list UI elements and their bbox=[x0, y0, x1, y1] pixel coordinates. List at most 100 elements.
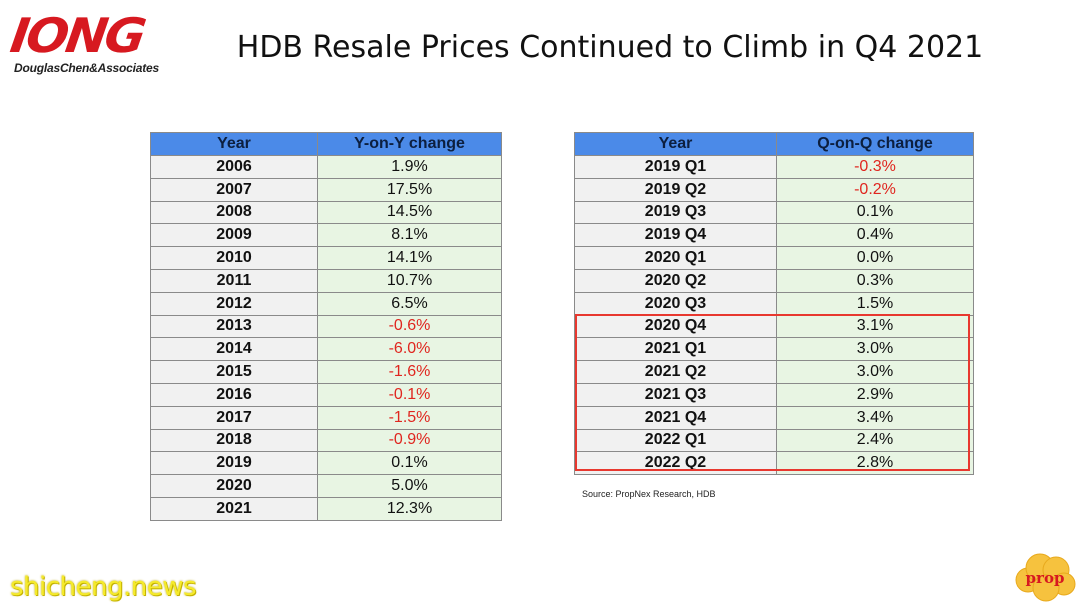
qoq-table-row: 2021 Q2 3.0% bbox=[574, 360, 974, 384]
yoy-table-row: 2007 17.5% bbox=[150, 177, 502, 202]
source-note: Source: PropNex Research, HDB bbox=[582, 489, 716, 499]
yoy-table-row: 2021 12.3% bbox=[150, 496, 502, 521]
qoq-table-row: 2019 Q2 -0.2% bbox=[574, 177, 974, 202]
change-cell: -0.2% bbox=[776, 177, 974, 202]
period-cell: 2021 Q2 bbox=[574, 360, 777, 384]
qoq-table-row: 2021 Q3 2.9% bbox=[574, 382, 974, 407]
period-cell: 2021 Q3 bbox=[574, 382, 777, 407]
period-cell: 2020 Q1 bbox=[574, 246, 777, 270]
qoq-table-row: 2022 Q2 2.8% bbox=[574, 451, 974, 476]
change-cell: 17.5% bbox=[317, 177, 502, 202]
qoq-table-row: 2021 Q1 3.0% bbox=[574, 337, 974, 362]
period-cell: 2012 bbox=[150, 291, 318, 316]
period-cell: 2016 bbox=[150, 382, 318, 407]
period-cell: 2013 bbox=[150, 314, 318, 339]
period-cell: 2021 Q4 bbox=[574, 405, 777, 430]
qoq-table-row: 2019 Q3 0.1% bbox=[574, 200, 974, 225]
yoy-table-row: 2014 -6.0% bbox=[150, 337, 502, 362]
period-cell: 2018 bbox=[150, 428, 318, 453]
period-cell: 2022 Q1 bbox=[574, 428, 777, 453]
yoy-table-row: 2008 14.5% bbox=[150, 200, 502, 225]
yoy-table-row: 2018 -0.9% bbox=[150, 428, 502, 453]
yoy-table-row: 2019 0.1% bbox=[150, 451, 502, 476]
column-header-qoq-change: Q-on-Q change bbox=[776, 132, 974, 156]
yoy-change-table: Year Y-on-Y change 2006 1.9% 2007 17.5% 2008… bbox=[150, 132, 502, 521]
logo-tagline: DouglasChen&Associates bbox=[14, 61, 159, 75]
period-cell: 2020 Q4 bbox=[574, 314, 777, 339]
period-cell: 2019 Q1 bbox=[574, 155, 777, 179]
change-cell: 8.1% bbox=[317, 223, 502, 248]
change-cell: -0.3% bbox=[776, 155, 974, 179]
qoq-table-row: 2019 Q4 0.4% bbox=[574, 223, 974, 248]
change-cell: 2.8% bbox=[776, 451, 974, 476]
period-cell: 2020 Q3 bbox=[574, 291, 777, 316]
change-cell: 0.3% bbox=[776, 268, 974, 293]
period-cell: 2019 Q3 bbox=[574, 200, 777, 225]
period-cell: 2011 bbox=[150, 268, 318, 293]
change-cell: 1.9% bbox=[317, 155, 502, 179]
yoy-table-row: 2011 10.7% bbox=[150, 268, 502, 293]
table-header-row: Year Y-on-Y change bbox=[150, 132, 502, 156]
change-cell: 3.0% bbox=[776, 360, 974, 384]
qoq-table-row: 2019 Q1 -0.3% bbox=[574, 155, 974, 179]
column-header-yoy-change: Y-on-Y change bbox=[317, 132, 502, 156]
change-cell: -1.5% bbox=[317, 405, 502, 430]
period-cell: 2015 bbox=[150, 360, 318, 384]
change-cell: 12.3% bbox=[317, 496, 502, 521]
change-cell: 3.1% bbox=[776, 314, 974, 339]
qoq-table-row: 2022 Q1 2.4% bbox=[574, 428, 974, 453]
change-cell: -0.1% bbox=[317, 382, 502, 407]
logo-mark: IONG bbox=[7, 8, 147, 64]
yoy-table-row: 2006 1.9% bbox=[150, 155, 502, 179]
period-cell: 2006 bbox=[150, 155, 318, 179]
yoy-table-row: 2015 -1.6% bbox=[150, 360, 502, 384]
watermark-text: shicheng.news bbox=[10, 572, 197, 602]
period-cell: 2008 bbox=[150, 200, 318, 225]
change-cell: 0.1% bbox=[317, 451, 502, 476]
slide-title: HDB Resale Prices Continued to Climb in … bbox=[236, 30, 984, 65]
yoy-table-row: 2009 8.1% bbox=[150, 223, 502, 248]
qoq-change-table: Year Q-on-Q change 2019 Q1 -0.3% 2019 Q2 -0… bbox=[574, 132, 974, 476]
change-cell: 1.5% bbox=[776, 291, 974, 316]
change-cell: 0.4% bbox=[776, 223, 974, 248]
change-cell: -6.0% bbox=[317, 337, 502, 362]
period-cell: 2021 Q1 bbox=[574, 337, 777, 362]
period-cell: 2010 bbox=[150, 246, 318, 270]
change-cell: 3.0% bbox=[776, 337, 974, 362]
yoy-table-row: 2020 5.0% bbox=[150, 474, 502, 498]
change-cell: 0.0% bbox=[776, 246, 974, 270]
qoq-table-row: 2020 Q3 1.5% bbox=[574, 291, 974, 316]
yoy-table-row: 2016 -0.1% bbox=[150, 382, 502, 407]
change-cell: 3.4% bbox=[776, 405, 974, 430]
period-cell: 2019 bbox=[150, 451, 318, 476]
yoy-table-row: 2012 6.5% bbox=[150, 291, 502, 316]
period-cell: 2019 Q2 bbox=[574, 177, 777, 202]
period-cell: 2017 bbox=[150, 405, 318, 430]
change-cell: 10.7% bbox=[317, 268, 502, 293]
period-cell: 2021 bbox=[150, 496, 318, 521]
qoq-table-row: 2021 Q4 3.4% bbox=[574, 405, 974, 430]
change-cell: 2.9% bbox=[776, 382, 974, 407]
period-cell: 2020 bbox=[150, 474, 318, 498]
propnex-cloud-logo: prop bbox=[1015, 553, 1076, 602]
period-cell: 2020 Q2 bbox=[574, 268, 777, 293]
qoq-table-row: 2020 Q1 0.0% bbox=[574, 246, 974, 270]
change-cell: 14.1% bbox=[317, 246, 502, 270]
column-header-year: Year bbox=[150, 132, 318, 156]
qoq-table-row: 2020 Q4 3.1% bbox=[574, 314, 974, 339]
period-cell: 2014 bbox=[150, 337, 318, 362]
corner-logo-text: prop bbox=[1026, 569, 1065, 587]
yoy-table-row: 2013 -0.6% bbox=[150, 314, 502, 339]
period-cell: 2009 bbox=[150, 223, 318, 248]
change-cell: 5.0% bbox=[317, 474, 502, 498]
qoq-table-row: 2020 Q2 0.3% bbox=[574, 268, 974, 293]
douglas-chen-logo: IONG DouglasChen&Associates bbox=[7, 8, 186, 76]
yoy-table-row: 2010 14.1% bbox=[150, 246, 502, 270]
change-cell: 14.5% bbox=[317, 200, 502, 225]
period-cell: 2007 bbox=[150, 177, 318, 202]
change-cell: 2.4% bbox=[776, 428, 974, 453]
period-cell: 2019 Q4 bbox=[574, 223, 777, 248]
table-header-row: Year Q-on-Q change bbox=[574, 132, 974, 156]
column-header-quarter: Year bbox=[574, 132, 777, 156]
period-cell: 2022 Q2 bbox=[574, 451, 777, 476]
